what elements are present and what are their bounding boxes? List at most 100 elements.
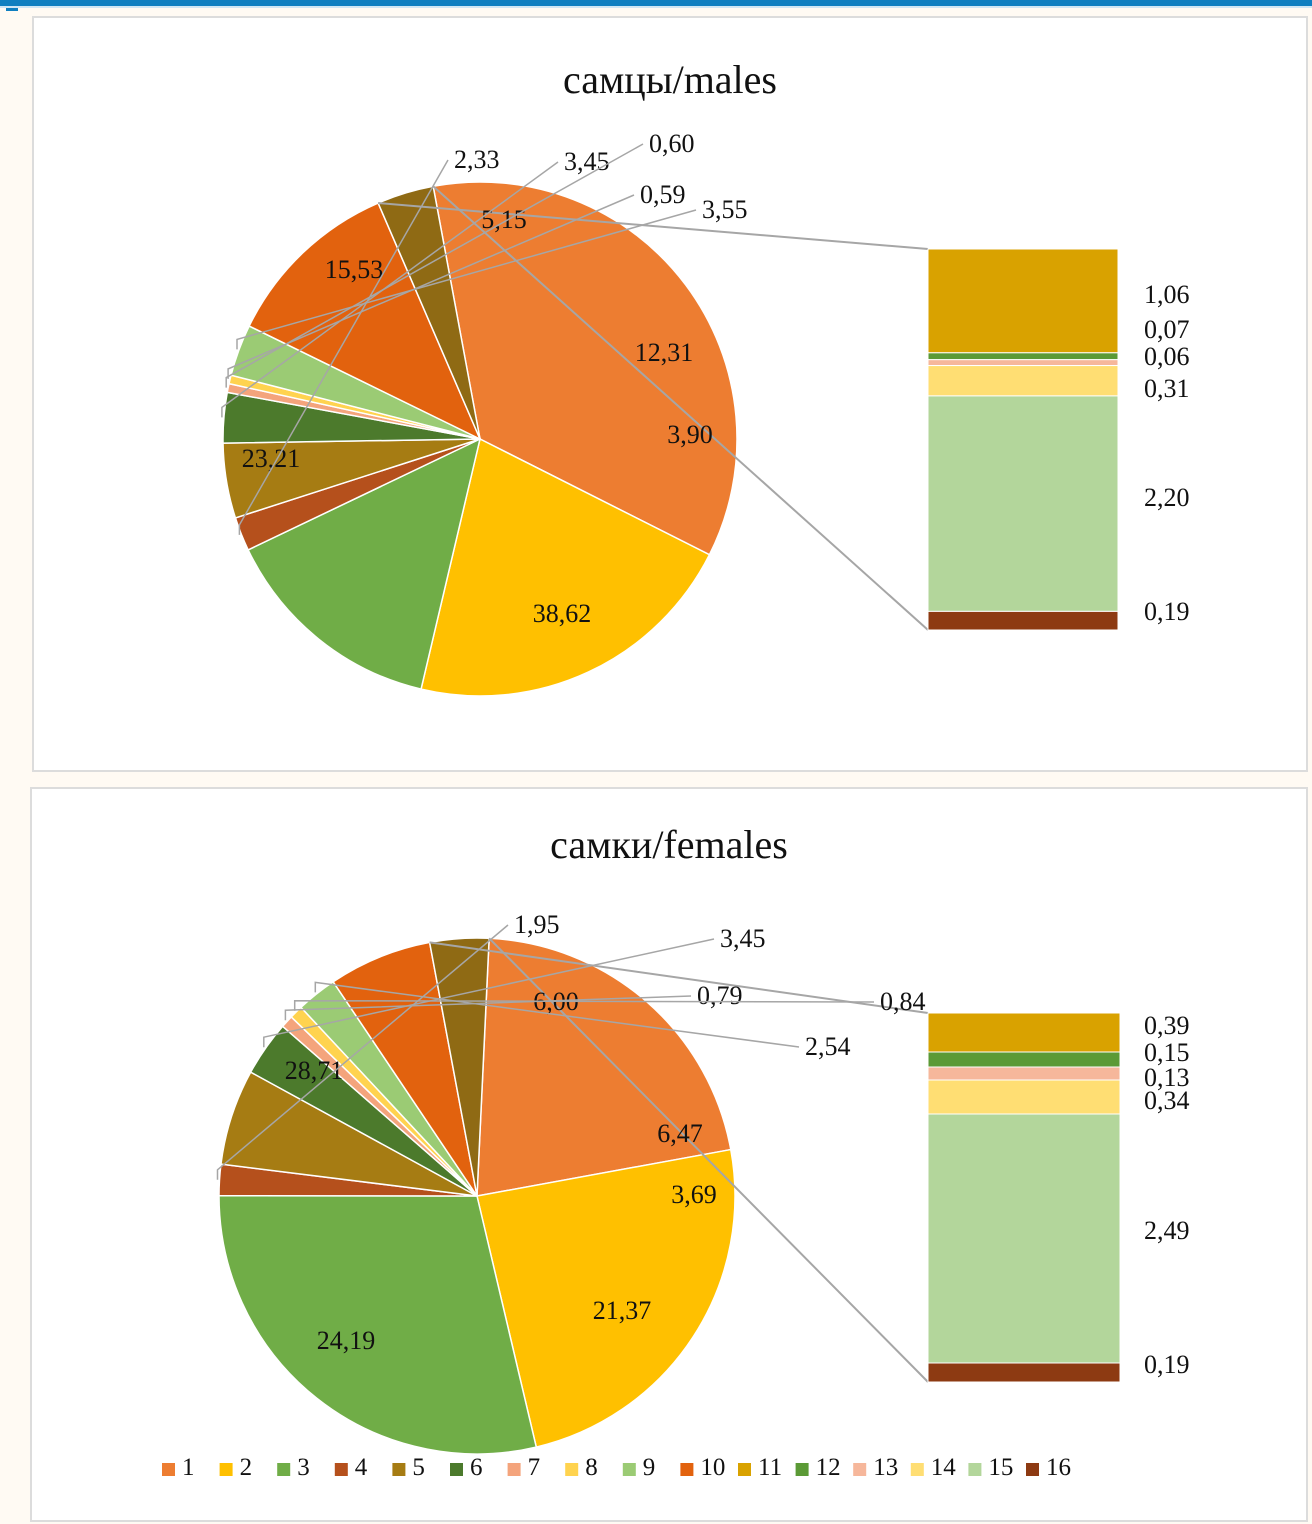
males-bar-label-13: 0,06 bbox=[1144, 342, 1190, 371]
males-leader-line-9 bbox=[236, 209, 697, 350]
legend-swatch-9 bbox=[622, 1463, 636, 1476]
males-bar-label-16: 0,19 bbox=[1144, 597, 1190, 626]
legend-swatch-16 bbox=[1026, 1463, 1039, 1476]
legend-label-6: 6 bbox=[470, 1454, 483, 1481]
legend-label-14: 14 bbox=[931, 1454, 957, 1481]
legend-swatch-14 bbox=[910, 1463, 924, 1476]
females-bar-label-11: 0,39 bbox=[1144, 1011, 1190, 1040]
legend-swatch-13 bbox=[853, 1463, 867, 1476]
females-bar-segment-16 bbox=[927, 1362, 1121, 1383]
legend-label-4: 4 bbox=[355, 1454, 368, 1481]
females-bar-segment-15 bbox=[927, 1113, 1121, 1364]
males-bar-label-11: 1,06 bbox=[1144, 280, 1190, 309]
males-bar-segment-15 bbox=[927, 395, 1119, 612]
females-pie-label-8: 0,84 bbox=[880, 987, 926, 1016]
legend-label-9: 9 bbox=[643, 1454, 656, 1481]
legend-swatch-6 bbox=[450, 1463, 463, 1476]
males-bar-segment-14 bbox=[927, 365, 1119, 397]
females-pie-label-3: 28,71 bbox=[285, 1056, 344, 1085]
females-pie-label-10: 6,47 bbox=[657, 1119, 703, 1148]
legend-label-2: 2 bbox=[240, 1454, 253, 1481]
males-bar-segment-16 bbox=[927, 610, 1119, 631]
females-pie-slice-2 bbox=[476, 1148, 736, 1449]
females-bar-label-12: 0,15 bbox=[1144, 1038, 1190, 1067]
females-pie-label-other: 3,69 bbox=[671, 1180, 717, 1209]
legend-swatch-7 bbox=[507, 1463, 521, 1476]
males-pie-label-4: 2,33 bbox=[454, 145, 500, 174]
males-leader-line-8 bbox=[227, 194, 635, 379]
females-connector-bottom bbox=[488, 937, 929, 1383]
top-accent-tick bbox=[6, 8, 18, 11]
females-chart-panel: самки/females 21,37 24,19 28,71 1,95 6,00 3,4… bbox=[30, 787, 1308, 1522]
males-pie-label-9: 3,55 bbox=[702, 195, 748, 224]
females-bar-segment-14 bbox=[927, 1079, 1121, 1115]
males-bar-segment-13 bbox=[927, 359, 1119, 367]
females-pie-label-2: 24,19 bbox=[317, 1326, 376, 1355]
males-pie-label-3: 15,53 bbox=[325, 255, 384, 284]
males-leader-line-6 bbox=[221, 161, 559, 418]
legend-label-1: 1 bbox=[182, 1454, 195, 1481]
legend-label-10: 10 bbox=[700, 1454, 725, 1481]
legend-swatch-15 bbox=[968, 1463, 982, 1476]
legend-swatch-12 bbox=[795, 1463, 809, 1476]
females-pie-label-9: 2,54 bbox=[805, 1032, 851, 1061]
females-leader-line-4 bbox=[216, 924, 509, 1180]
females-bar-label-15: 2,49 bbox=[1144, 1216, 1190, 1245]
legend-swatch-4 bbox=[334, 1463, 348, 1476]
females-bar-label-14: 0,34 bbox=[1144, 1086, 1190, 1115]
males-chart-title: самцы/males bbox=[562, 57, 777, 102]
females-leader-line-9 bbox=[314, 981, 800, 1048]
males-pie-slice-2 bbox=[420, 437, 711, 697]
legend-label-3: 3 bbox=[297, 1454, 310, 1481]
males-pie-slice-3 bbox=[247, 437, 482, 691]
females-bar-segment-11 bbox=[927, 1012, 1121, 1053]
top-accent-shadow bbox=[0, 6, 1312, 8]
females-pie-label-7: 0,79 bbox=[697, 981, 743, 1010]
legend-swatch-1 bbox=[162, 1463, 175, 1476]
males-pie-slice-1 bbox=[432, 181, 738, 556]
males-pie-label-8: 0,59 bbox=[640, 180, 686, 209]
females-pie-label-4: 1,95 bbox=[514, 910, 560, 939]
males-chart-panel: самцы/males 38,62 23,21 15,53 2,33 5,15 3,45 0… bbox=[32, 16, 1308, 772]
females-bar-segment-12 bbox=[927, 1051, 1121, 1068]
males-leader-line-7 bbox=[225, 143, 644, 388]
males-bar-segment-12 bbox=[927, 352, 1119, 361]
legend-swatch-2 bbox=[219, 1463, 233, 1476]
females-bar-label-13: 0,13 bbox=[1144, 1063, 1190, 1092]
legend-label-12: 12 bbox=[816, 1454, 841, 1481]
top-accent-bar bbox=[0, 0, 1312, 6]
females-pie-label-1: 21,37 bbox=[593, 1296, 652, 1325]
legend-swatch-5 bbox=[392, 1463, 406, 1476]
males-pie-label-other: 3,90 bbox=[667, 420, 713, 449]
legend-label-7: 7 bbox=[528, 1454, 541, 1481]
legend-swatch-3 bbox=[277, 1463, 291, 1476]
males-bar-label-15: 2,20 bbox=[1144, 483, 1190, 512]
males-bar-label-14: 0,31 bbox=[1144, 374, 1190, 403]
legend-label-15: 15 bbox=[988, 1454, 1013, 1481]
legend-label-13: 13 bbox=[873, 1454, 898, 1481]
legend-swatch-10 bbox=[680, 1463, 694, 1476]
legend-label-8: 8 bbox=[585, 1454, 598, 1481]
males-pie-slice-10 bbox=[248, 202, 482, 441]
legend-swatch-11 bbox=[738, 1463, 751, 1476]
males-pie-label-5: 5,15 bbox=[481, 205, 527, 234]
males-bar-label-12: 0,07 bbox=[1144, 315, 1190, 344]
legend-label-16: 16 bbox=[1046, 1454, 1071, 1481]
legend-label-5: 5 bbox=[412, 1454, 425, 1481]
legend-swatch-8 bbox=[565, 1463, 579, 1476]
females-bar-segment-13 bbox=[927, 1066, 1121, 1081]
males-pie-label-7: 0,60 bbox=[649, 129, 695, 158]
females-pie-slice-3 bbox=[218, 1194, 538, 1455]
males-leader-line-4 bbox=[238, 159, 449, 535]
males-connector-top bbox=[378, 202, 929, 250]
females-leader-line-6 bbox=[263, 938, 715, 1048]
males-bar-segment-11 bbox=[927, 248, 1119, 354]
legend-label-11: 11 bbox=[758, 1454, 782, 1481]
females-leader-line-8 bbox=[293, 999, 875, 1011]
males-pie-label-10: 12,31 bbox=[635, 338, 694, 367]
males-pie-label-1: 38,62 bbox=[533, 599, 592, 628]
males-pie-of-bar-chart: 38,6223,2115,532,335,153,450,600,593,551… bbox=[221, 129, 1190, 697]
females-chart-title: самки/females bbox=[550, 822, 788, 867]
males-pie-label-6: 3,45 bbox=[564, 147, 610, 176]
